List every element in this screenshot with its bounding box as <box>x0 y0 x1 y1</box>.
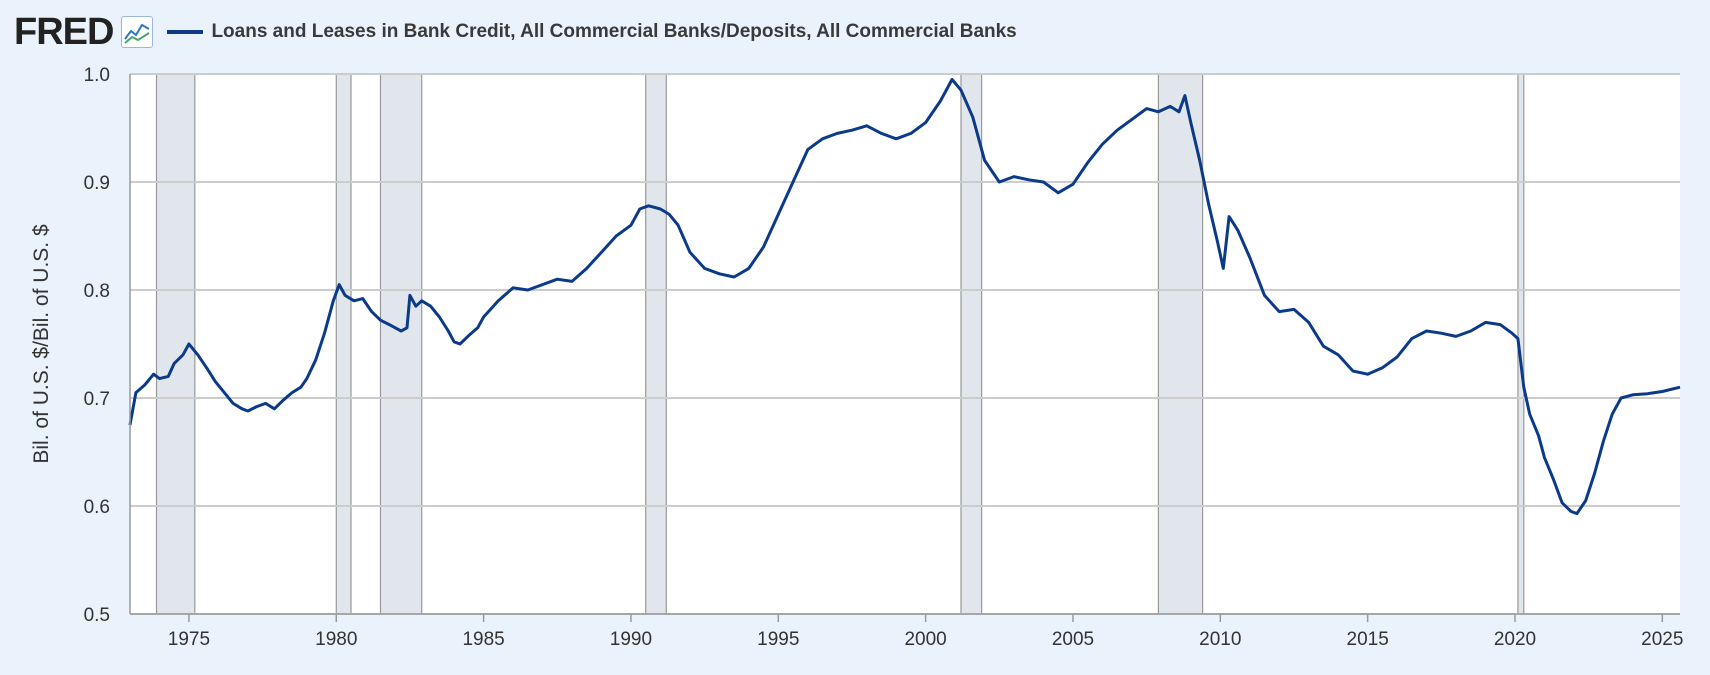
x-tick-label: 1995 <box>757 629 799 650</box>
y-tick-label: 0.6 <box>84 497 110 518</box>
x-tick-label: 1990 <box>610 629 652 650</box>
fred-logo: FRED <box>14 11 114 53</box>
line-chart-icon <box>121 16 154 48</box>
recession-band <box>336 74 352 614</box>
x-tick-label: 1985 <box>462 629 504 650</box>
x-tick-label: 2000 <box>904 629 946 650</box>
recession-band <box>1517 74 1524 614</box>
recession-band <box>645 74 667 614</box>
legend-series-label: Loans and Leases in Bank Credit, All Com… <box>211 21 1017 42</box>
y-tick-label: 0.9 <box>84 173 110 194</box>
recession-band <box>1158 74 1203 614</box>
recession-band <box>380 74 422 614</box>
x-tick-label: 2020 <box>1494 629 1536 650</box>
y-tick-label: 1.0 <box>84 65 110 86</box>
y-tick-label: 0.7 <box>84 389 110 410</box>
y-tick-label: 0.8 <box>84 281 110 302</box>
plot-area <box>130 74 1680 614</box>
x-tick-label: 2010 <box>1199 629 1241 650</box>
x-tick-label: 2015 <box>1347 629 1389 650</box>
y-tick-label: 0.5 <box>84 605 110 626</box>
x-tick-label: 2025 <box>1641 629 1683 650</box>
legend-line-swatch <box>167 30 204 34</box>
x-tick-label: 1975 <box>168 629 210 650</box>
x-tick-label: 1980 <box>315 629 357 650</box>
x-axis-ticks: 1975 1980 1985 1990 1995 2000 2005 2010 2015 2020… <box>168 614 1683 650</box>
chart-header: FRED Loans and Leases in Bank Credit, Al… <box>14 12 1017 52</box>
recession-band <box>960 74 982 614</box>
y-axis-label: Bil. of U.S. $/Bil. of U.S. $ <box>30 224 53 464</box>
x-tick-label: 2005 <box>1052 629 1094 650</box>
y-axis-ticks: 0.5 0.6 0.7 0.8 0.9 1.0 <box>84 65 110 626</box>
series-line <box>128 77 1681 516</box>
